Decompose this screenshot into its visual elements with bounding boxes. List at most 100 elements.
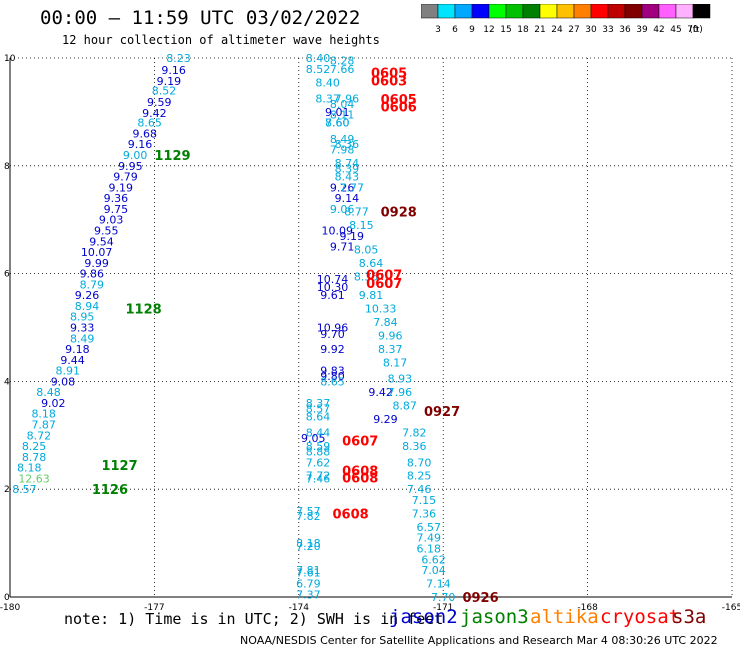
- wave-height-value: 8.28: [330, 55, 355, 68]
- pass-time-label: 0607: [366, 269, 402, 284]
- wave-height-value: 9.16: [161, 64, 186, 77]
- wave-height-value: 7.81: [296, 564, 321, 577]
- pass-time-label: 0605: [371, 67, 407, 82]
- wave-height-value: 8.37: [306, 397, 331, 410]
- wave-height-value: 9.59: [147, 96, 172, 109]
- wave-height-value: 9.03: [99, 214, 124, 227]
- wave-height-value: 7.77: [339, 181, 364, 194]
- wave-height-value: 8.37: [315, 92, 340, 105]
- legend-altika: altika: [530, 606, 599, 628]
- legend-s3a: s3a: [672, 606, 707, 628]
- x-tick-label: -171: [433, 603, 453, 610]
- credit-line: NOAA/NESDIS Center for Satellite Applica…: [240, 634, 718, 647]
- wave-height-value: 7.60: [325, 117, 350, 130]
- wave-height-value: 9.71: [330, 241, 355, 254]
- wave-height-value: 7.66: [330, 63, 355, 76]
- wave-height-value: 8.17: [383, 357, 408, 370]
- wave-height-value: 10.33: [365, 303, 397, 316]
- chart-subtitle: 12 hour collection of altimeter wave hei…: [62, 33, 380, 47]
- wave-height-value: 6.57: [417, 521, 442, 534]
- wave-height-value: 7.14: [426, 578, 451, 591]
- colorbar-label: 6: [452, 25, 458, 35]
- wave-height-value: 8.52: [152, 84, 177, 97]
- y-tick-label: 6: [4, 270, 10, 280]
- footnote: note: 1) Time is in UTC; 2) SWH is in fe…: [64, 610, 444, 628]
- wave-height-value: 7.82: [402, 427, 427, 440]
- wave-height-value: 8.25: [22, 440, 47, 453]
- wave-height-value: 7.36: [412, 507, 437, 520]
- colorbar-label: 18: [517, 25, 529, 35]
- wave-height-value: 9.19: [108, 181, 133, 194]
- wave-height-value: 12.63: [18, 472, 50, 485]
- colorbar-swatch: [692, 4, 711, 19]
- pass-time-label: 0926: [462, 591, 498, 606]
- wave-height-value: 8.72: [27, 429, 52, 442]
- wave-height-value: 9.42: [368, 386, 393, 399]
- wave-height-value: 8.64: [306, 410, 331, 423]
- wave-height-value: 9.02: [41, 397, 66, 410]
- x-tick-label: -174: [289, 603, 310, 610]
- pass-time-label: 1126: [92, 483, 128, 498]
- wave-height-value: 8.23: [166, 52, 191, 65]
- wave-height-value: 7.96: [335, 92, 360, 105]
- wave-height-value: 8.94: [75, 300, 100, 313]
- colorbar-label: 24: [551, 25, 563, 35]
- wave-height-value: 9.29: [373, 413, 398, 426]
- wave-height-value: 8.49: [330, 133, 355, 146]
- colorbar-unit: (ft): [689, 25, 703, 35]
- wave-height-value: 7.61: [296, 567, 321, 580]
- colorbar-label: 39: [636, 25, 648, 35]
- legend-jason3: jason3: [460, 606, 529, 628]
- wave-height-value: 9.01: [325, 106, 350, 119]
- wave-height-value: 10.74: [317, 273, 349, 286]
- y-tick-label: 0: [4, 593, 10, 603]
- wave-height-value: 9.33: [70, 322, 95, 335]
- wave-height-value: 8.05: [354, 243, 379, 256]
- wave-height-value: 8.52: [306, 63, 331, 76]
- pass-time-label: 0607: [342, 435, 378, 450]
- pass-time-label: 0608: [332, 507, 368, 522]
- pass-time-label: 0927: [424, 405, 460, 420]
- wave-height-value: 9.86: [80, 268, 105, 281]
- wave-height-value: 7.49: [417, 532, 442, 545]
- wave-height-value: 6.18: [417, 542, 442, 555]
- pass-time-label: 0608: [342, 471, 378, 486]
- wave-height-value: 8.25: [407, 470, 432, 483]
- colorbar-label: 45: [670, 25, 681, 35]
- y-tick-label: 4: [4, 377, 10, 387]
- wave-height-value: 7.87: [31, 419, 56, 432]
- wave-height-value: 9.19: [157, 75, 182, 88]
- pass-time-label: 1129: [154, 149, 190, 164]
- wave-height-value: 8.65: [137, 117, 162, 130]
- wave-height-value: 7.62: [306, 456, 331, 469]
- x-tick-label: -168: [577, 603, 598, 610]
- wave-height-value: 9.26: [75, 289, 100, 302]
- wave-height-value: 9.80: [320, 370, 345, 383]
- wave-height-value: 8.37: [378, 343, 403, 356]
- wave-height-value: 9.36: [104, 192, 129, 205]
- wave-height-value: 8.36: [402, 440, 427, 453]
- wave-height-value: 10.30: [317, 281, 349, 294]
- wave-height-value: 9.92: [320, 343, 345, 356]
- wave-height-value: 10.07: [81, 246, 113, 259]
- wave-height-value: 8.77: [344, 206, 369, 219]
- wave-height-value: 9.54: [89, 235, 114, 248]
- wave-height-value: 8.57: [306, 402, 331, 415]
- colorbar-label: 36: [619, 25, 631, 35]
- wave-height-value: 9.42: [142, 107, 167, 120]
- wave-height-value: 8.04: [330, 98, 355, 111]
- wave-height-value: 7.57: [296, 505, 321, 518]
- wave-height-value: 7.82: [296, 510, 321, 523]
- legend-cryosat: cryosat: [600, 606, 681, 628]
- wave-height-value: 8.78: [22, 451, 47, 464]
- wave-height-value: 9.05: [301, 432, 326, 445]
- wave-height-value: 8.60: [325, 117, 350, 130]
- y-tick-label: 2: [4, 485, 10, 495]
- colorbar-label: 15: [500, 25, 511, 35]
- colorbar-label: 3: [435, 25, 441, 35]
- colorbar-label: 27: [568, 25, 579, 35]
- colorbar-label: 42: [653, 25, 664, 35]
- wave-height-value: 9.16: [128, 138, 153, 151]
- wave-height-value: 7.04: [421, 564, 446, 577]
- wave-height-value: 9.18: [65, 343, 90, 356]
